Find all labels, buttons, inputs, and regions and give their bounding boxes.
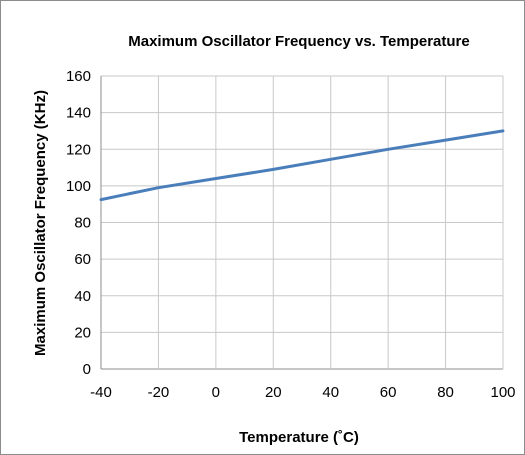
series-layer	[99, 129, 505, 202]
y-tick-label: 140	[66, 105, 91, 122]
y-tick-label: 20	[74, 324, 91, 341]
grid-layer	[100, 75, 504, 370]
x-tick-label: 100	[490, 384, 515, 401]
x-tick-label: 20	[265, 384, 282, 401]
tick-layer: 0 20 40 60 80 100 120 140 160 -40 -20 0 20 40 60 80 100	[66, 68, 516, 401]
series-line	[99, 129, 505, 202]
x-tick-label: -40	[90, 384, 112, 401]
x-axis-title: Temperature (˚C)	[239, 429, 359, 446]
x-tick-label: 40	[322, 384, 339, 401]
y-tick-label: 120	[66, 141, 91, 158]
y-tick-label: 100	[66, 178, 91, 195]
y-tick-label: 60	[74, 251, 91, 268]
x-tick-label: 80	[437, 384, 454, 401]
y-axis-title: Maximum Oscillator Frequency (KHz)	[32, 90, 49, 356]
y-tick-label: 160	[66, 68, 91, 85]
y-tick-label: 40	[74, 288, 91, 305]
y-tick-label: 80	[74, 215, 91, 232]
x-tick-label: -20	[148, 384, 170, 401]
x-tick-label: 0	[212, 384, 220, 401]
x-tick-label: 60	[380, 384, 397, 401]
y-tick-label: 0	[83, 361, 91, 378]
chart-title: Maximum Oscillator Frequency vs. Tempera…	[128, 33, 470, 50]
